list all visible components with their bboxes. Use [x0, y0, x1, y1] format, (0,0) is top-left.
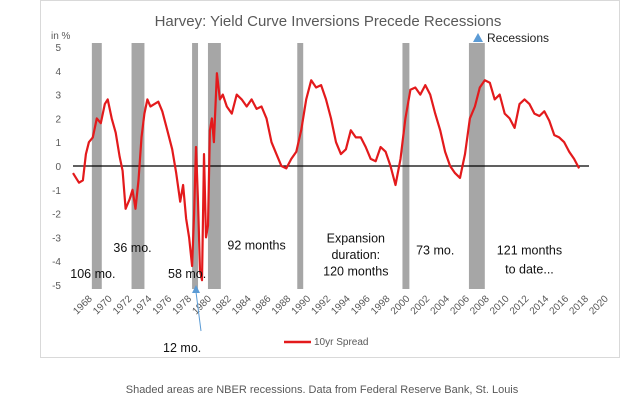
x-tick-label-0: 1968	[71, 293, 95, 317]
annotation-10: 12 mo.	[163, 341, 201, 355]
x-tick-label-25: 2018	[567, 293, 591, 317]
y-tick-label-4: 1	[55, 138, 61, 149]
series-line-10yr-spread	[72, 72, 581, 282]
y-tick-label-5: 0	[55, 162, 61, 173]
y-tick-label-9: -4	[52, 257, 61, 268]
series-legend-label: 10yr Spread	[314, 337, 368, 348]
y-axis-ticks: 5 4 3 2 1 0 -1 -2 -3 -4 -5	[52, 43, 61, 292]
x-tick-label-22: 2012	[508, 293, 532, 317]
x-tick-label-10: 1988	[270, 293, 294, 317]
y-tick-label-6: -1	[52, 186, 61, 197]
annotation-7: 73 mo.	[416, 243, 454, 257]
annotation-4: Expansion	[327, 231, 385, 245]
arrow-12-months	[192, 285, 202, 332]
x-tick-label-26: 2020	[587, 293, 611, 317]
annotation-2: 58 mo.	[168, 267, 206, 281]
y-tick-label-3: 2	[55, 114, 61, 125]
annotation-3: 92 months	[227, 239, 285, 253]
chart-frame: Harvey: Yield Curve Inversions Precede R…	[40, 0, 620, 358]
arrow-12-months-head	[192, 285, 200, 293]
x-tick-label-20: 2008	[468, 293, 492, 317]
x-tick-label-4: 1976	[151, 293, 175, 317]
x-tick-label-14: 1996	[349, 293, 373, 317]
figure-caption: Shaded areas are NBER recessions. Data f…	[125, 384, 519, 396]
x-tick-label-3: 1974	[131, 293, 155, 317]
x-tick-label-12: 1992	[309, 293, 333, 317]
y-tick-label-2: 3	[55, 91, 61, 102]
x-tick-label-9: 1986	[250, 293, 274, 317]
y-tick-label-10: -5	[52, 281, 61, 292]
x-tick-label-16: 2000	[389, 293, 413, 317]
y-tick-label-0: 5	[55, 43, 61, 54]
y-tick-label-8: -3	[52, 233, 61, 244]
x-tick-label-8: 1984	[230, 293, 254, 317]
x-tick-label-7: 1982	[210, 293, 234, 317]
chart-title: Harvey: Yield Curve Inversions Precede R…	[155, 13, 502, 30]
x-tick-label-23: 2014	[528, 293, 552, 317]
x-tick-label-21: 2010	[488, 293, 512, 317]
x-tick-label-24: 2016	[548, 293, 572, 317]
recessions-legend-label: Recessions	[487, 31, 549, 45]
recessions-legend-marker	[473, 33, 483, 42]
recessions-legend: Recessions	[473, 31, 549, 45]
x-tick-label-2: 1972	[111, 293, 135, 317]
y-axis-unit-label: in %	[51, 31, 71, 42]
x-tick-label-18: 2004	[429, 293, 453, 317]
x-tick-label-13: 1994	[329, 293, 353, 317]
x-tick-label-5: 1978	[171, 293, 195, 317]
annotations: 106 mo. 36 mo. 58 mo. 92 months Expansion dur…	[70, 231, 562, 354]
yield-curve-chart: Harvey: Yield Curve Inversions Precede R…	[51, 13, 611, 355]
annotation-8: 121 months	[497, 243, 562, 257]
x-tick-label-19: 2006	[448, 293, 472, 317]
annotation-6: 120 months	[323, 265, 388, 279]
annotation-5: duration:	[331, 248, 380, 262]
x-tick-label-15: 1998	[369, 293, 393, 317]
annotation-1: 36 mo.	[113, 241, 151, 255]
y-tick-label-1: 4	[55, 67, 61, 78]
arrow-12-months-shaft	[195, 291, 202, 332]
x-tick-label-17: 2002	[409, 293, 433, 317]
x-tick-label-1: 1970	[91, 293, 115, 317]
x-axis-ticks: 1968197019721974197619781980198219841986…	[71, 293, 611, 317]
x-tick-label-11: 1990	[290, 293, 314, 317]
annotation-0: 106 mo.	[70, 267, 115, 281]
y-tick-label-7: -2	[52, 210, 61, 221]
annotation-9: to date...	[505, 262, 554, 276]
x-tick-label-6: 1980	[190, 293, 214, 317]
series-legend: 10yr Spread	[284, 337, 368, 348]
